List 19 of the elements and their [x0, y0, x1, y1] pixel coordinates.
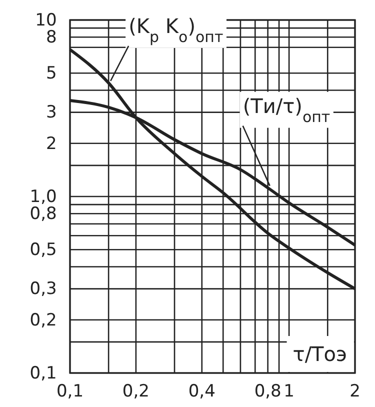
y-tick-label: 2	[46, 134, 57, 154]
annotation: (Tи/τ)$_{опт}$	[242, 94, 330, 126]
y-tick-label: 5	[46, 64, 57, 84]
y-tick-label: 0,2	[30, 310, 57, 330]
y-tick-label: 1,0	[30, 186, 57, 207]
y-tick-label: 0,8	[30, 204, 57, 224]
y-tick-label: 8	[46, 28, 57, 48]
y-tick-label: 3	[46, 102, 57, 123]
x-tick-label: 2	[350, 381, 360, 402]
y-tick-label: 10	[35, 10, 57, 30]
y-tick-label: 0,3	[30, 279, 57, 300]
x-tick-label: 0,8	[254, 381, 282, 402]
y-tick-label: 0,1	[30, 363, 57, 384]
x-tick-label: 0,2	[122, 381, 150, 402]
y-tick-label: 0,5	[30, 240, 57, 260]
x-tick-label: 0,4	[188, 381, 216, 402]
x-axis-title: τ/Tоэ	[292, 342, 347, 366]
x-tick-label: 1	[284, 381, 294, 402]
annotation: (K$_{р}$ K$_{о}$)$_{опт}$	[128, 14, 224, 46]
